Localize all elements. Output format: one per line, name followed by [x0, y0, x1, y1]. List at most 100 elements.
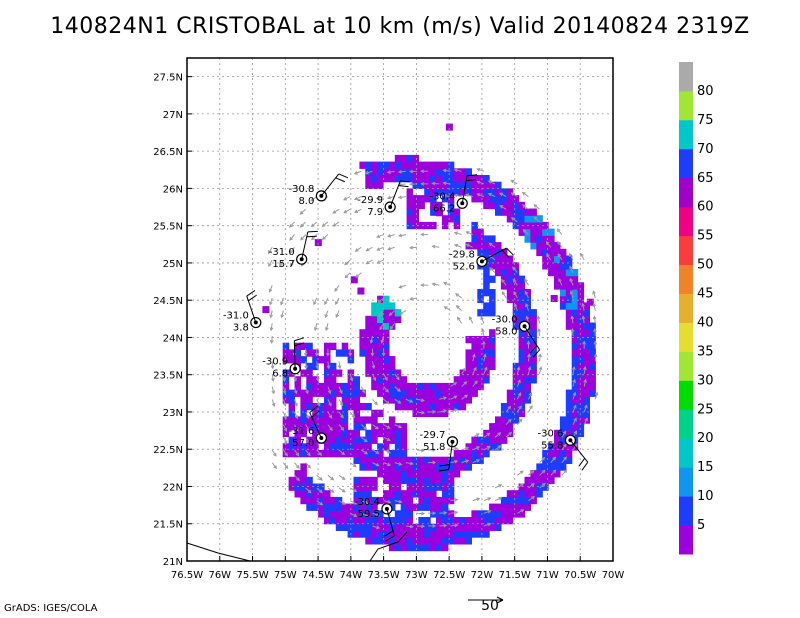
field-cell [288, 450, 296, 458]
wind-arrow [514, 303, 518, 311]
field-cell [548, 456, 555, 464]
wind-arrow-head [354, 209, 359, 213]
y-tick-label: 23.5N [153, 371, 183, 382]
field-cell [447, 517, 455, 525]
field-cell [447, 396, 455, 404]
wind-arrow [454, 231, 462, 236]
field-cell [447, 463, 455, 471]
wind-arrow [282, 424, 287, 432]
field-cell [329, 503, 337, 511]
wind-arrow [349, 373, 353, 381]
wind-arrow [372, 424, 379, 430]
field-cell [512, 503, 520, 511]
field-cell [341, 503, 349, 511]
field-cell [294, 356, 301, 364]
field-cell [489, 517, 496, 525]
field-cell [441, 396, 449, 404]
wind-arrow-head [343, 197, 348, 201]
wind-arrow-head [510, 217, 515, 221]
colorbar-swatch [679, 525, 693, 555]
field-cell [559, 463, 567, 471]
field-cell [506, 195, 514, 203]
field-cell [571, 329, 579, 337]
field-cell [371, 329, 378, 337]
wind-arrow-head [374, 401, 378, 406]
field-cell [586, 298, 594, 306]
wind-arrow-head [510, 192, 515, 196]
field-cell [571, 275, 579, 283]
field-cell [447, 537, 455, 545]
wind-arrow [443, 194, 451, 198]
field-cell [353, 530, 360, 538]
wind-arrow [570, 291, 574, 299]
barb-flag [248, 294, 257, 302]
field-cell [412, 161, 419, 169]
field-cell [300, 423, 307, 431]
wind-arrow [472, 498, 480, 502]
wind-arrow-head [528, 392, 533, 397]
wind-arrow-head [398, 311, 403, 315]
wind-arrow [316, 361, 319, 369]
colorbar-swatch [679, 177, 693, 208]
wind-arrow-head [533, 204, 538, 208]
field-cell [341, 436, 349, 444]
field-cell [477, 195, 484, 203]
field-cell [589, 376, 596, 384]
field-cell [412, 221, 419, 230]
wind-arrow [398, 196, 406, 199]
field-cell [559, 289, 567, 297]
field-cell [353, 456, 360, 464]
field-cell [365, 456, 372, 464]
wind-arrow-head [455, 293, 459, 297]
wind-arrow-head [431, 244, 436, 249]
field-cell [324, 510, 331, 518]
y-tick-label: 22N [163, 482, 183, 493]
field-cell [424, 195, 431, 203]
wind-arrow-head [533, 216, 538, 221]
field-cell [571, 382, 579, 391]
field-cell [388, 456, 396, 464]
field-cell [388, 490, 396, 498]
wind-arrow [561, 456, 567, 463]
field-cell [335, 510, 343, 518]
field-cell [282, 349, 290, 357]
wind-arrow [372, 462, 379, 467]
wind-arrow [539, 483, 546, 489]
field-cell [453, 456, 461, 464]
wind-arrow-head [386, 450, 391, 454]
field-cell [418, 161, 425, 169]
wind-arrow [389, 310, 396, 316]
field-cell [441, 537, 449, 545]
wind-arrow [546, 241, 552, 248]
field-cell [506, 295, 514, 303]
wind-arrow-head [573, 443, 578, 448]
wind-arrow [499, 205, 507, 210]
field-cell [282, 416, 290, 424]
wind-arrow-head [313, 327, 318, 332]
field-cell [518, 376, 526, 384]
field-cell [418, 389, 425, 397]
field-cell [471, 389, 478, 397]
wind-arrow [456, 305, 462, 311]
field-cell [565, 282, 573, 290]
field-cell [335, 450, 343, 458]
wind-arrow [271, 361, 274, 369]
field-cell [436, 181, 443, 189]
field-cell [306, 349, 313, 357]
field-cell [589, 382, 596, 391]
wind-arrow [394, 373, 400, 380]
field-cell [365, 476, 372, 485]
field-cell [536, 221, 543, 230]
wind-arrow-head [397, 169, 402, 174]
field-cell [465, 537, 472, 545]
wind-arrow [522, 229, 529, 235]
field-cell [394, 168, 402, 176]
field-cell [394, 496, 402, 505]
field-cell [394, 510, 402, 518]
wind-arrow-head [353, 513, 358, 517]
field-cell [383, 396, 390, 404]
wind-arrow-head [332, 223, 337, 227]
field-cell [365, 496, 372, 505]
wind-arrow [305, 424, 310, 431]
wind-arrow-head [307, 452, 311, 457]
